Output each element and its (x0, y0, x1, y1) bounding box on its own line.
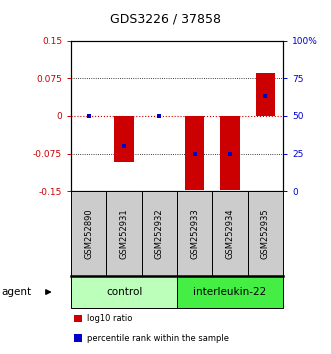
Text: GSM252931: GSM252931 (119, 208, 129, 259)
Bar (256, 73, 275, 116)
Text: log10 ratio: log10 ratio (87, 314, 132, 323)
Text: GSM252935: GSM252935 (261, 208, 270, 259)
Text: GSM252934: GSM252934 (225, 208, 235, 259)
Bar (115, 116, 134, 162)
Text: GSM252933: GSM252933 (190, 208, 199, 259)
Text: percentile rank within the sample: percentile rank within the sample (87, 333, 229, 343)
Text: GDS3226 / 37858: GDS3226 / 37858 (110, 13, 221, 26)
Text: interleukin-22: interleukin-22 (193, 287, 267, 297)
Text: GSM252890: GSM252890 (84, 208, 93, 259)
Text: control: control (106, 287, 142, 297)
Text: agent: agent (2, 287, 32, 297)
Bar (220, 116, 240, 190)
Bar (185, 116, 205, 190)
Text: GSM252932: GSM252932 (155, 208, 164, 259)
